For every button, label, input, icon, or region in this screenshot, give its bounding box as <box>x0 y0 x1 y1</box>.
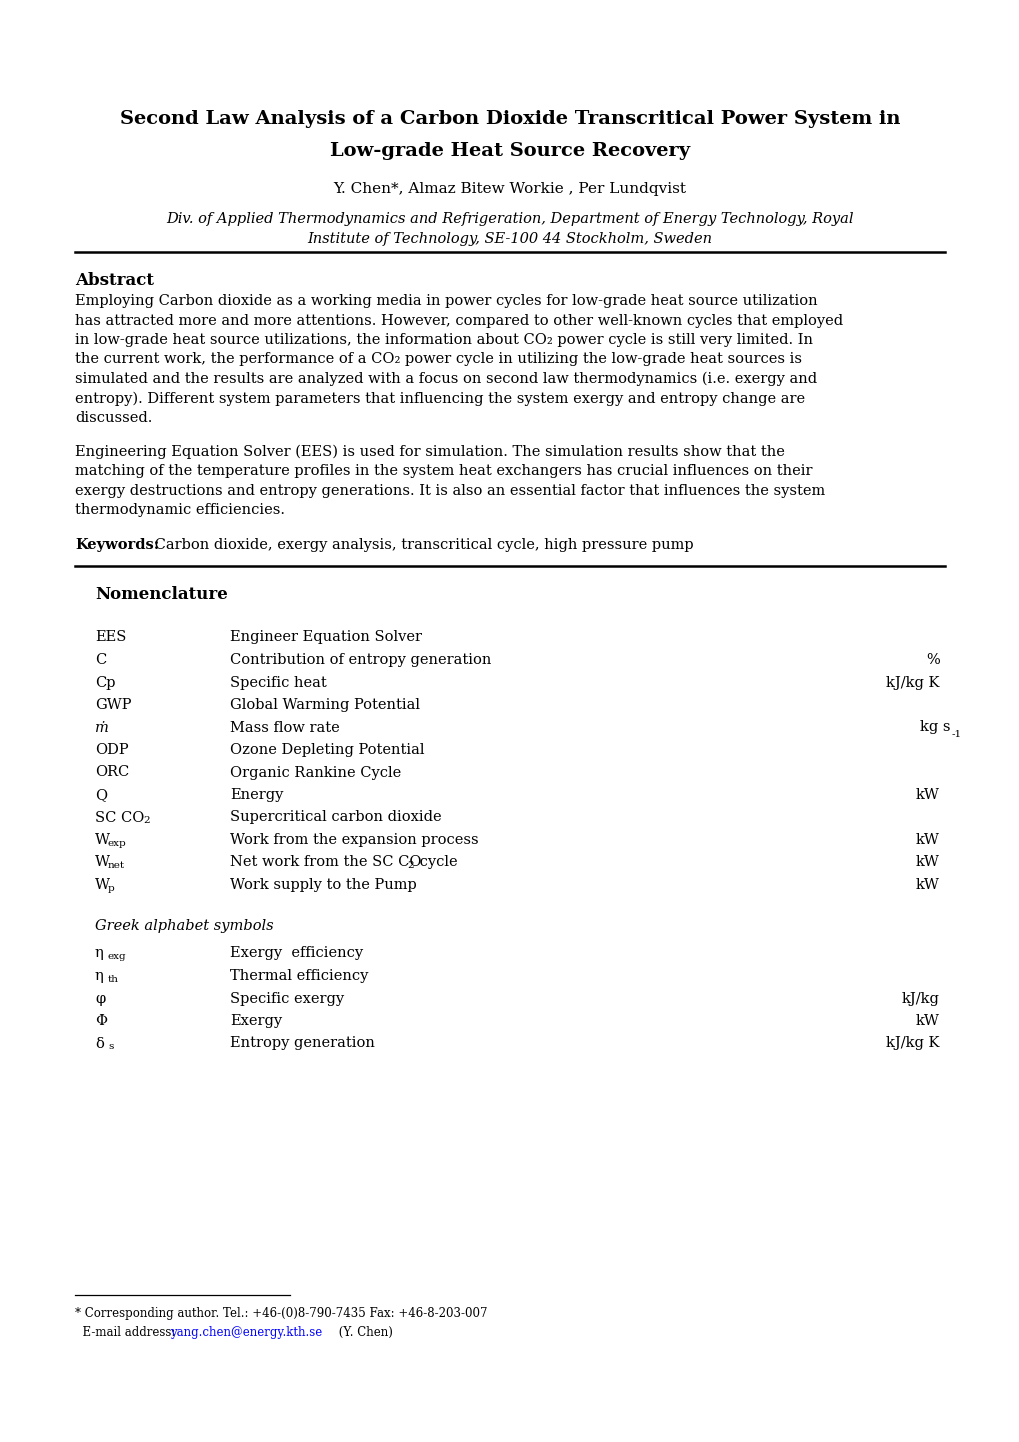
Text: Work supply to the Pump: Work supply to the Pump <box>229 878 417 893</box>
Text: η: η <box>95 946 104 960</box>
Text: Organic Rankine Cycle: Organic Rankine Cycle <box>229 766 400 780</box>
Text: E-mail address:: E-mail address: <box>75 1327 179 1340</box>
Text: Div. of Applied Thermodynamics and Refrigeration, Department of Energy Technolog: Div. of Applied Thermodynamics and Refri… <box>166 212 853 226</box>
Text: (Y. Chen): (Y. Chen) <box>334 1327 392 1340</box>
Text: Global Warming Potential: Global Warming Potential <box>229 698 420 712</box>
Text: exergy destructions and entropy generations. It is also an essential factor that: exergy destructions and entropy generati… <box>75 483 824 497</box>
Text: Engineer Equation Solver: Engineer Equation Solver <box>229 630 422 645</box>
Text: Carbon dioxide, exergy analysis, transcritical cycle, high pressure pump: Carbon dioxide, exergy analysis, transcr… <box>150 538 693 552</box>
Text: W: W <box>95 855 110 870</box>
Text: Work from the expansion process: Work from the expansion process <box>229 833 478 846</box>
Text: * Corresponding author. Tel.: +46-(0)8-790-7435 Fax: +46-8-203-007: * Corresponding author. Tel.: +46-(0)8-7… <box>75 1306 487 1319</box>
Text: has attracted more and more attentions. However, compared to other well-known cy: has attracted more and more attentions. … <box>75 313 843 327</box>
Text: δ: δ <box>95 1037 104 1051</box>
Text: C: C <box>95 653 106 668</box>
Text: Exergy: Exergy <box>229 1014 282 1028</box>
Text: Q: Q <box>95 787 107 802</box>
Text: EES: EES <box>95 630 126 645</box>
Text: exg: exg <box>108 952 126 962</box>
Text: kW: kW <box>915 787 940 802</box>
Text: th: th <box>108 975 119 983</box>
Text: η: η <box>95 969 104 983</box>
Text: Abstract: Abstract <box>75 273 154 288</box>
Text: Engineering Equation Solver (EES) is used for simulation. The simulation results: Engineering Equation Solver (EES) is use… <box>75 444 784 459</box>
Text: Thermal efficiency: Thermal efficiency <box>229 969 368 983</box>
Text: kW: kW <box>915 855 940 870</box>
Text: kJ/kg K: kJ/kg K <box>886 1037 940 1051</box>
Text: entropy). Different system parameters that influencing the system exergy and ent: entropy). Different system parameters th… <box>75 391 804 405</box>
Text: W: W <box>95 833 110 846</box>
Text: Low-grade Heat Source Recovery: Low-grade Heat Source Recovery <box>329 141 690 160</box>
Text: Keywords:: Keywords: <box>75 538 159 552</box>
Text: Contribution of entropy generation: Contribution of entropy generation <box>229 653 491 668</box>
Text: s: s <box>108 1043 113 1051</box>
Text: ORC: ORC <box>95 766 129 780</box>
Text: Specific exergy: Specific exergy <box>229 992 343 1005</box>
Text: yang.chen@energy.kth.se: yang.chen@energy.kth.se <box>170 1327 322 1340</box>
Text: 2: 2 <box>143 816 150 825</box>
Text: kJ/kg: kJ/kg <box>901 992 940 1005</box>
Text: simulated and the results are analyzed with a focus on second law thermodynamics: simulated and the results are analyzed w… <box>75 372 816 386</box>
Text: 2: 2 <box>407 861 414 870</box>
Text: net: net <box>108 861 125 870</box>
Text: discussed.: discussed. <box>75 411 152 425</box>
Text: Employing Carbon dioxide as a working media in power cycles for low-grade heat s: Employing Carbon dioxide as a working me… <box>75 294 817 309</box>
Text: kJ/kg K: kJ/kg K <box>886 675 940 689</box>
Text: kW: kW <box>915 878 940 893</box>
Text: SC CO: SC CO <box>95 810 145 825</box>
Text: Institute of Technology, SE-100 44 Stockholm, Sweden: Institute of Technology, SE-100 44 Stock… <box>307 232 712 247</box>
Text: exp: exp <box>108 839 126 848</box>
Text: Entropy generation: Entropy generation <box>229 1037 375 1051</box>
Text: Net work from the SC CO: Net work from the SC CO <box>229 855 421 870</box>
Text: Mass flow rate: Mass flow rate <box>229 721 339 734</box>
Text: cycle: cycle <box>415 855 458 870</box>
Text: W: W <box>95 878 110 893</box>
Text: Y. Chen*, Almaz Bitew Workie , Per Lundqvist: Y. Chen*, Almaz Bitew Workie , Per Lundq… <box>333 182 686 196</box>
Text: Exergy  efficiency: Exergy efficiency <box>229 946 363 960</box>
Text: matching of the temperature profiles in the system heat exchangers has crucial i: matching of the temperature profiles in … <box>75 464 812 477</box>
Text: p: p <box>108 884 114 893</box>
Text: Specific heat: Specific heat <box>229 675 326 689</box>
Text: Supercritical carbon dioxide: Supercritical carbon dioxide <box>229 810 441 825</box>
Text: kg s: kg s <box>919 721 950 734</box>
Text: Energy: Energy <box>229 787 283 802</box>
Text: ṁ: ṁ <box>95 721 109 734</box>
Text: kW: kW <box>915 833 940 846</box>
Text: ODP: ODP <box>95 743 128 757</box>
Text: GWP: GWP <box>95 698 131 712</box>
Text: -1: -1 <box>951 731 961 740</box>
Text: kW: kW <box>915 1014 940 1028</box>
Text: the current work, the performance of a CO₂ power cycle in utilizing the low-grad: the current work, the performance of a C… <box>75 352 801 366</box>
Text: %: % <box>925 653 940 668</box>
Text: Φ: Φ <box>95 1014 107 1028</box>
Text: Ozone Depleting Potential: Ozone Depleting Potential <box>229 743 424 757</box>
Text: φ: φ <box>95 992 105 1005</box>
Text: Second Law Analysis of a Carbon Dioxide Transcritical Power System in: Second Law Analysis of a Carbon Dioxide … <box>119 110 900 128</box>
Text: thermodynamic efficiencies.: thermodynamic efficiencies. <box>75 503 284 518</box>
Text: Nomenclature: Nomenclature <box>95 587 227 604</box>
Text: Greek alphabet symbols: Greek alphabet symbols <box>95 919 273 933</box>
Text: in low-grade heat source utilizations, the information about CO₂ power cycle is : in low-grade heat source utilizations, t… <box>75 333 812 348</box>
Text: Cp: Cp <box>95 675 115 689</box>
